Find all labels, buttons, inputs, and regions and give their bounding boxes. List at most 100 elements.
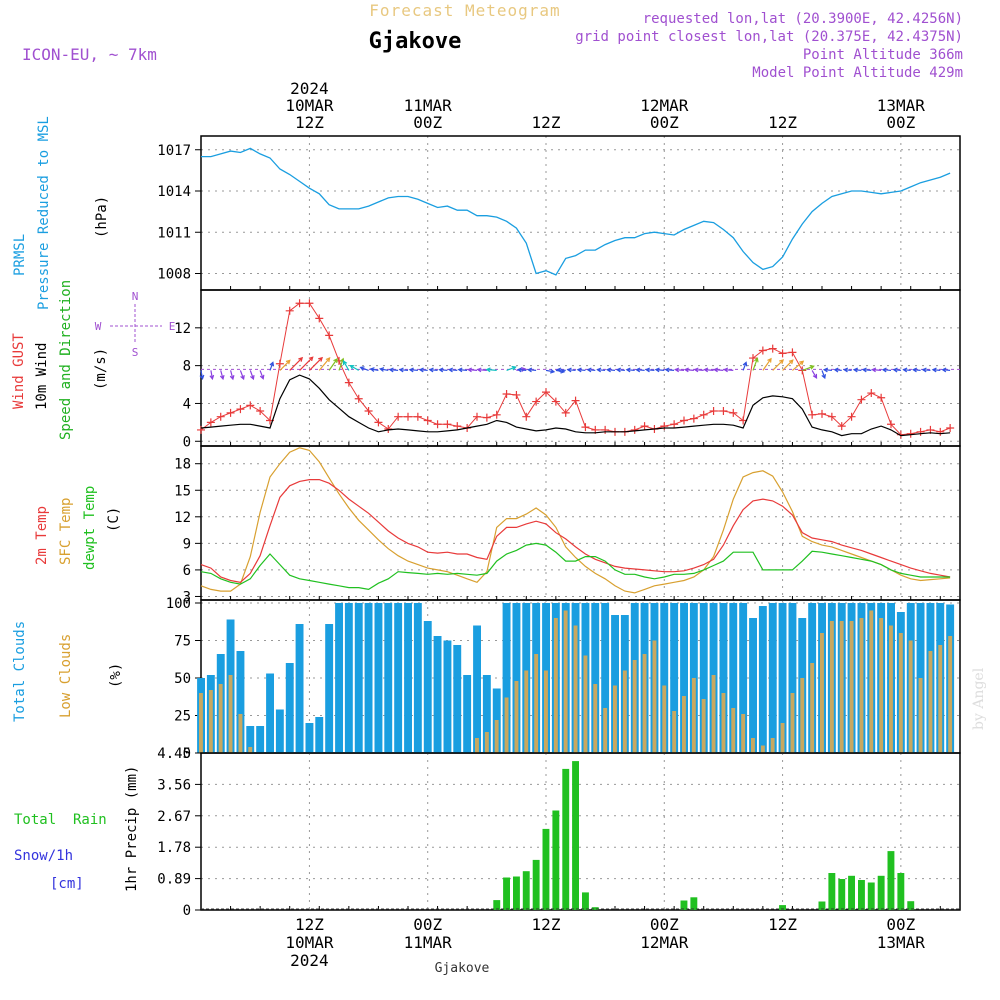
rain-bar (513, 876, 520, 910)
wind-gust-point (818, 409, 826, 418)
total-clouds-label: Total Clouds (12, 621, 28, 722)
wind-direction-arrow (615, 367, 625, 373)
wind-direction-arrow (408, 367, 418, 373)
wind-gust-point (601, 425, 610, 434)
low-cloud-bar (228, 675, 233, 753)
low-cloud-bar (721, 693, 726, 753)
precip-panel: 0 0.89 1.78 2.67 3.56 4.45 (157, 746, 961, 919)
compass-w: W (95, 320, 102, 333)
low-cloud-bar (199, 693, 203, 753)
precip-ytick-label: 1.78 (157, 840, 191, 856)
wind-direction-arrow (802, 365, 815, 371)
rain-bar (680, 900, 688, 910)
clouds-panel: 0 25 50 75 100 (166, 596, 961, 762)
wind-gust-point (532, 397, 541, 406)
bottom-time-label: 10MAR (285, 933, 334, 952)
rain-bar (493, 900, 501, 910)
total-cloud-bar (611, 615, 619, 753)
low-cloud-bar (898, 633, 903, 753)
wind-10m-label: 10m Wind (34, 343, 50, 410)
wind-direction-arrow (811, 370, 818, 379)
low-cloud-bar (613, 685, 617, 753)
low-cloud-bar (593, 684, 598, 753)
total-cloud-bar (433, 636, 442, 753)
wind-gust-point (305, 299, 314, 308)
top-time-label: 00Z (886, 113, 915, 132)
sfc-temp-line (200, 447, 951, 594)
wind-gust-point (709, 407, 718, 416)
wind-gust-point (236, 405, 245, 414)
wind-gust-point (315, 314, 324, 323)
wind-direction-arrow (911, 367, 921, 373)
wind-direction-arrow (654, 367, 665, 373)
wind-direction-arrow (635, 367, 645, 373)
wind-direction-arrow (782, 359, 794, 371)
precip-ytick-label: 4.45 (157, 746, 191, 762)
wind-direction-arrow (556, 367, 566, 373)
wind-gust-point (384, 424, 393, 433)
wind-direction-arrow (822, 367, 832, 373)
low-cloud-bar (810, 663, 815, 753)
bottom-time-label: 11MAR (404, 933, 453, 952)
wind-direction-arrow (209, 370, 215, 381)
wind-gust-point (542, 388, 550, 397)
total-cloud-bar (354, 603, 363, 753)
top-time-label: 00Z (413, 113, 442, 132)
wind-gust-point (788, 348, 797, 357)
compass-e: E (169, 320, 176, 333)
total-cloud-bar (285, 663, 294, 753)
clouds-ytick-label: 25 (174, 709, 191, 725)
wind-gust-point (857, 395, 866, 404)
low-clouds-label: Low Clouds (58, 634, 74, 718)
top-time-label: 12MAR (640, 96, 689, 115)
low-cloud-bar (780, 723, 785, 753)
rain-bar (690, 897, 698, 910)
wind-gust-point (680, 416, 688, 425)
rain-bar (532, 859, 540, 910)
low-cloud-bar (208, 690, 213, 753)
low-cloud-bar (918, 678, 923, 753)
wind-direction-arrow (349, 364, 360, 371)
wind-direction-arrow (833, 367, 842, 373)
low-cloud-bar (859, 618, 864, 753)
wind-direction-arrow (269, 361, 275, 371)
low-cloud-bar (632, 660, 637, 753)
bottom-time-label: 12Z (768, 915, 797, 934)
wind-direction-arrow (762, 357, 772, 371)
temp-ytick-label: 15 (174, 483, 191, 499)
wind-direction-arrow (289, 356, 304, 371)
wind-gust-point (847, 412, 856, 421)
low-cloud-bar (820, 633, 824, 753)
low-cloud-bar (948, 636, 953, 753)
total-cloud-bar (394, 603, 403, 753)
wind-gust-point (808, 410, 817, 419)
rain-bar (897, 873, 905, 910)
temperature-panel: 3 6 9 12 15 18 (174, 445, 961, 605)
wind-gust-point (423, 416, 432, 425)
low-cloud-bar (682, 696, 686, 753)
wind-direction-arrow (576, 367, 586, 373)
low-cloud-bar (829, 621, 834, 753)
total-cloud-bar (423, 621, 432, 753)
rain-bar (503, 877, 510, 910)
temp-dew-label: dewpt Temp (82, 486, 98, 570)
low-cloud-bar (751, 738, 755, 753)
wind-direction-arrow (476, 367, 487, 373)
wind-gust-point (887, 420, 895, 429)
wind-gust-point (837, 422, 846, 431)
total-cloud-bar (591, 603, 600, 753)
low-cloud-bar (800, 678, 805, 753)
top-time-label: 00Z (650, 113, 679, 132)
bottom-time-label: 2024 (290, 951, 329, 970)
wind-direction-arrow (586, 367, 596, 373)
wind-direction-arrow (318, 357, 331, 371)
total-cloud-bar (482, 675, 491, 753)
temp-ytick-label: 12 (174, 510, 191, 526)
footer-location: Gjakove (435, 961, 490, 976)
precip-ytick-label: 0.89 (157, 872, 191, 888)
location-title: Gjakove (369, 29, 462, 54)
precip-ytick-label: 2.67 (157, 809, 191, 825)
pressure-ytick-label: 1011 (157, 225, 191, 241)
wind-gust-point (719, 407, 728, 416)
wind-gust-point (561, 408, 570, 417)
